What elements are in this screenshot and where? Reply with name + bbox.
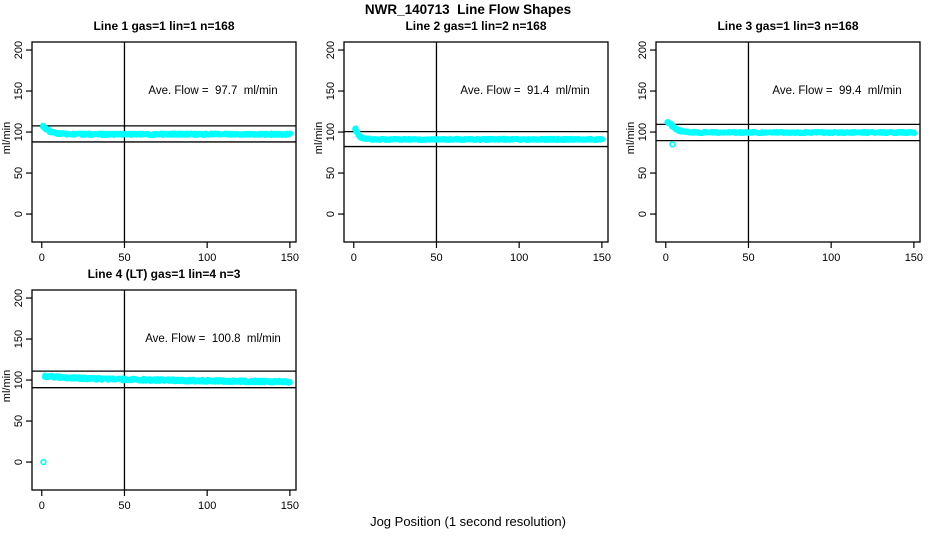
- ave-flow-annotation: Ave. Flow = 99.4 ml/min: [772, 85, 901, 97]
- x-tick-label: 0: [351, 252, 357, 264]
- y-tick-label: 200: [637, 41, 649, 59]
- data-points: [664, 118, 918, 148]
- y-axis-title: ml/min: [313, 122, 325, 154]
- x-axis-ticks: 0 50 100 150: [39, 490, 299, 512]
- x-tick-label: 150: [905, 252, 923, 264]
- plot-box: [655, 41, 921, 243]
- y-tick-label: 150: [325, 82, 337, 100]
- y-tick-label: 0: [13, 459, 25, 465]
- panel-plot-2: Line 2 gas=1 lin=2 n=168 0 50 100 150 200 0 50 1…: [313, 19, 611, 264]
- data-points: [352, 125, 606, 144]
- panel-title: Line 4 (LT) gas=1 lin=4 n=3: [88, 267, 241, 281]
- y-axis-ticks: 0 50 100 150 200: [13, 289, 32, 465]
- ave-flow-annotation: Ave. Flow = 97.7 ml/min: [148, 85, 277, 97]
- x-tick-label: 150: [281, 500, 299, 512]
- x-axis-ticks: 0 50 100 150: [351, 242, 611, 264]
- ave-flow-annotation: Ave. Flow = 100.8 ml/min: [145, 333, 281, 345]
- y-tick-label: 0: [637, 211, 649, 217]
- panel-2: Line 2 gas=1 lin=2 n=168 0 50 100 150 200 0 50 1…: [312, 0, 624, 268]
- x-tick-label: 50: [118, 500, 130, 512]
- panel-plot-3: Line 3 gas=1 lin=3 n=168 0 50 100 150 200 0 50 1…: [625, 19, 923, 264]
- x-tick-label: 0: [39, 500, 45, 512]
- x-tick-label: 100: [198, 500, 216, 512]
- y-axis-ticks: 0 50 100 150 200: [325, 41, 344, 217]
- x-tick-label: 50: [118, 252, 130, 264]
- panel-plot-1: Line 1 gas=1 lin=1 n=168 0 50 100 150 200 0 50 1…: [1, 19, 299, 264]
- x-tick-label: 50: [742, 252, 754, 264]
- panel-plot-4: Line 4 (LT) gas=1 lin=4 n=30501001502000…: [1, 267, 299, 512]
- x-tick-label: 50: [430, 252, 442, 264]
- y-tick-label: 150: [13, 82, 25, 100]
- data-points: [40, 122, 294, 139]
- main-title: NWR_140713 Line Flow Shapes: [364, 2, 572, 17]
- panel-title: Line 1 gas=1 lin=1 n=168: [93, 19, 234, 33]
- y-axis-ticks: 0 50 100 150 200: [637, 41, 656, 217]
- y-tick-label: 0: [325, 211, 337, 217]
- panel-1: Line 1 gas=1 lin=1 n=168 0 50 100 150 200 0 50 1…: [0, 0, 312, 268]
- x-tick-label: 100: [510, 252, 528, 264]
- x-tick-label: 0: [39, 252, 45, 264]
- x-tick-label: 150: [593, 252, 611, 264]
- y-tick-label: 200: [13, 41, 25, 59]
- x-tick-label: 100: [822, 252, 840, 264]
- y-axis-ticks: 0 50 100 150 200: [13, 41, 32, 217]
- panel-3: Line 3 gas=1 lin=3 n=168 0 50 100 150 200 0 50 1…: [624, 0, 936, 268]
- y-tick-label: 150: [13, 330, 25, 348]
- x-tick-label: 100: [198, 252, 216, 264]
- y-tick-label: 200: [13, 289, 25, 307]
- y-tick-label: 50: [13, 415, 25, 427]
- x-axis-ticks: 0 50 100 150: [39, 242, 299, 264]
- panel-title: Line 3 gas=1 lin=3 n=168: [717, 19, 858, 33]
- plot-box: [31, 289, 297, 491]
- y-tick-label: 50: [325, 167, 337, 179]
- panel-title: Line 2 gas=1 lin=2 n=168: [405, 19, 546, 33]
- data-points: [40, 372, 293, 466]
- x-axis-ticks: 0 50 100 150: [663, 242, 923, 264]
- y-tick-label: 0: [13, 211, 25, 217]
- x-axis-label: Jog Position (1 second resolution): [370, 514, 566, 529]
- panel-4: Line 4 (LT) gas=1 lin=4 n=3 0 50 100 150 200 0…: [0, 248, 312, 516]
- y-tick-label: 100: [637, 123, 649, 141]
- y-tick-label: 50: [637, 167, 649, 179]
- ave-flow-annotation: Ave. Flow = 91.4 ml/min: [460, 85, 589, 97]
- y-tick-label: 150: [637, 82, 649, 100]
- y-tick-label: 200: [325, 41, 337, 59]
- y-tick-label: 100: [325, 123, 337, 141]
- y-axis-title: ml/min: [625, 122, 637, 154]
- y-axis-title: ml/min: [1, 122, 13, 154]
- y-tick-label: 50: [13, 167, 25, 179]
- y-axis-title: ml/min: [1, 370, 13, 402]
- x-tick-label: 150: [281, 252, 299, 264]
- x-tick-label: 0: [663, 252, 669, 264]
- outlier-point: [40, 458, 47, 466]
- outlier-point: [669, 141, 676, 148]
- plot-box: [343, 41, 609, 243]
- y-tick-label: 100: [13, 123, 25, 141]
- y-tick-label: 100: [13, 371, 25, 389]
